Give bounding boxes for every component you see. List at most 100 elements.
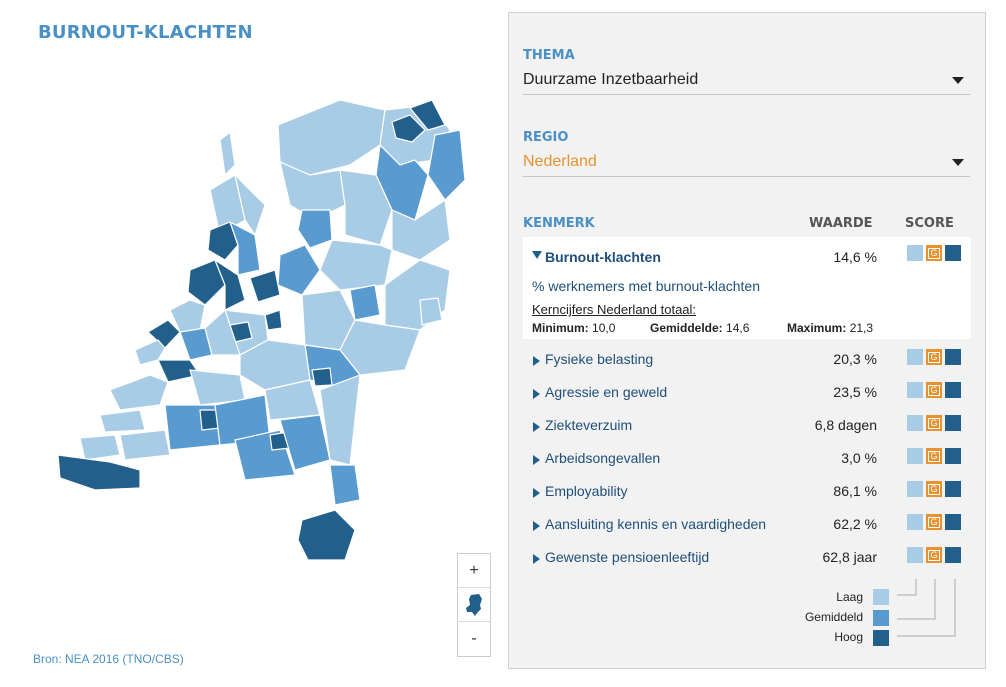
row-name: Gewenste pensioenleeftijd [545,549,710,565]
row-value: 14,6 % [833,249,877,265]
legend-low-swatch [873,589,889,605]
region-friesland[interactable] [277,99,386,176]
region-amsterdam[interactable] [214,259,246,311]
legend-low-label: Laag [836,590,863,604]
choropleth-map[interactable] [40,70,470,590]
region-zuid-limburg[interactable] [297,509,356,561]
score-indicator: G [907,349,961,365]
row-name: Ziekteverzuim [545,417,633,433]
score-low [907,245,923,261]
legend-connectors [897,579,956,637]
regio-label: REGIO [523,130,569,145]
region-flevoland-lelystad[interactable] [277,244,321,296]
row-value: 6,8 dagen [814,417,877,433]
waarde-header: WAARDE [809,216,873,231]
source-note: Bron: NEA 2016 (TNO/CBS) [33,652,184,666]
region-leiden[interactable] [169,299,206,333]
row-fysieke-belasting[interactable]: Fysieke belasting 20,3 % G [523,348,971,374]
page-title: BURNOUT-KLACHTEN [38,22,253,43]
region-zeeuws-vlaanderen[interactable] [57,454,141,491]
row-name: Arbeidsongevallen [545,450,661,466]
score-indicator: G [907,547,961,563]
region-alkmaar[interactable] [229,221,261,276]
row-name: Burnout-klachten [545,249,661,265]
zoom-out-button[interactable]: - [471,630,477,647]
region-eemsmond[interactable] [409,99,446,131]
row-name: Employability [545,483,628,499]
score-header: SCORE [905,216,954,231]
region-zaanstad[interactable] [207,221,239,261]
triangle-right-icon [533,422,540,432]
row-ziekteverzuim[interactable]: Ziekteverzuim 6,8 dagen G [523,414,971,440]
region-deventer[interactable] [349,284,381,321]
legend-mid-label: Gemiddeld [804,610,863,624]
row-value: 62,8 jaar [822,549,877,565]
thema-value: Duurzame Inzetbaarheid [523,71,699,88]
chevron-down-icon [952,159,964,166]
row-name: Agressie en geweld [545,384,668,400]
region-haarlem[interactable] [187,259,226,306]
triangle-right-icon [533,389,540,399]
region-goeree[interactable] [109,374,169,411]
thema-select[interactable]: Duurzame Inzetbaarheid [523,68,970,95]
region-nijmegen[interactable] [311,367,333,387]
row-value: 62,2 % [833,516,877,532]
region-westland[interactable] [134,339,166,366]
side-panel: THEMA Duurzame Inzetbaarheid REGIO Neder… [508,12,986,669]
expanded-row-burnout[interactable]: Burnout-klachten 14,6 % G % werknemers m… [523,237,971,339]
regio-select[interactable]: Nederland [523,150,970,177]
row-name: Aansluiting kennis en vaardigheden [545,516,767,532]
region-enschede[interactable] [419,297,443,326]
legend-high-label: Hoog [834,630,863,644]
triangle-down-icon [532,251,542,259]
row-employability[interactable]: Employability 86,1 % G [523,480,971,506]
legend-high-swatch [873,630,889,646]
zoom-in-button[interactable]: + [458,554,490,588]
row-pensioenleeftijd[interactable]: Gewenste pensioenleeftijd 62,8 jaar G [523,546,971,572]
region-dordrecht[interactable] [189,369,246,406]
region-almere[interactable] [249,269,281,303]
row-name: Fysieke belasting [545,351,654,367]
row-value: 86,1 % [833,483,877,499]
row-description: % werknemers met burnout-klachten [532,278,760,294]
triangle-right-icon [533,521,540,531]
region-zwolle[interactable] [319,239,393,291]
score-indicator: G [907,481,961,497]
netherlands-map[interactable] [40,70,470,590]
row-aansluiting[interactable]: Aansluiting kennis en vaardigheden 62,2 … [523,513,971,539]
thema-label: THEMA [523,48,575,63]
region-oost-groningen[interactable] [427,129,466,201]
score-indicator: G [907,245,961,261]
region-walcheren[interactable] [79,434,121,461]
triangle-right-icon [533,356,540,366]
region-amersfoort[interactable] [264,309,283,331]
region-lauwersmeer[interactable] [391,114,426,143]
score-indicator: G [907,514,961,530]
score-indicator: G [907,382,961,398]
region-midden-limburg[interactable] [329,464,361,506]
score-indicator: G [907,448,961,464]
region-texel[interactable] [219,131,236,176]
chevron-down-icon [952,77,964,84]
region-wieringermeer[interactable] [297,209,333,249]
region-bevelanden[interactable] [119,429,171,461]
score-high [945,245,961,261]
score-indicator: G [907,415,961,431]
region-gouda[interactable] [204,309,241,356]
region-schouwen[interactable] [99,409,146,433]
legend-mid-swatch [873,610,889,626]
regio-value: Nederland [523,153,597,170]
triangle-right-icon [533,455,540,465]
row-value: 23,5 % [833,384,877,400]
row-arbeidsongevallen[interactable]: Arbeidsongevallen 3,0 % G [523,447,971,473]
zoom-control: + - [457,553,491,657]
kerncijfers-heading: Kerncijfers Nederland totaal: [532,302,697,317]
triangle-right-icon [533,488,540,498]
row-agressie[interactable]: Agressie en geweld 23,5 % G [523,381,971,407]
score-mid-active: G [926,245,942,261]
reset-map-button[interactable] [458,588,490,622]
triangle-right-icon [533,554,540,564]
netherlands-map-icon [466,593,482,616]
kenmerk-header: KENMERK [523,216,595,231]
row-value: 20,3 % [833,351,877,367]
